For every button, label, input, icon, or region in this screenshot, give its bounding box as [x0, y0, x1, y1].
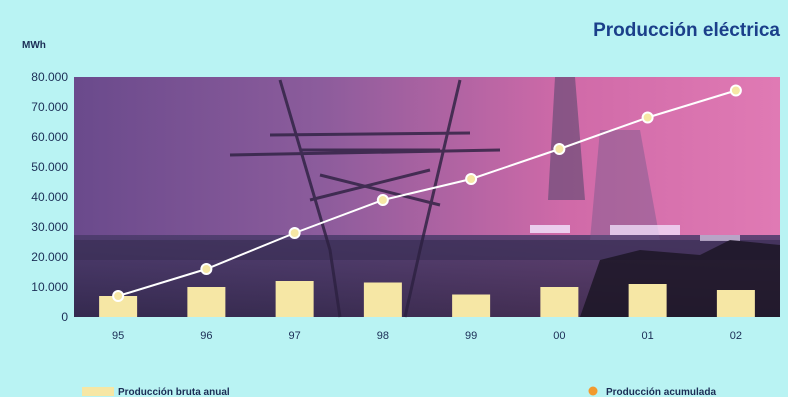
accumulated-point-02 [729, 84, 742, 97]
accumulated-line-path [117, 89, 737, 297]
bar-95 [99, 296, 138, 317]
bar-02 [716, 290, 755, 317]
x-tick-label: 99 [465, 330, 477, 342]
y-tick-label: 50.000 [31, 160, 68, 174]
legend-swatch-line [588, 386, 598, 396]
bars [99, 281, 755, 317]
y-tick-label: 20.000 [31, 250, 68, 264]
y-tick-label: 30.000 [31, 220, 68, 234]
y-tick-label: 10.000 [31, 280, 68, 294]
bar-97 [275, 281, 314, 317]
accumulated-point-00 [553, 143, 566, 155]
legend-swatch-bar [82, 387, 114, 396]
x-tick-label: 96 [200, 330, 212, 342]
bar-00 [540, 287, 579, 317]
x-tick-label: 97 [289, 330, 301, 342]
y-axis-unit: MWh [22, 40, 46, 51]
accumulated-point-96 [200, 263, 213, 275]
y-axis-ticks: 80.000 70.000 60.000 50.000 40.000 30.000 20.0… [31, 70, 68, 324]
x-tick-label: 98 [377, 330, 389, 342]
y-tick-label: 60.000 [31, 130, 68, 144]
bar-01 [628, 284, 667, 317]
x-tick-label: 02 [730, 330, 742, 342]
bar-96 [187, 287, 226, 317]
x-tick-label: 00 [553, 330, 565, 342]
accumulated-point-98 [376, 194, 389, 206]
photo-background [74, 77, 780, 318]
legend-label-bar: Producción bruta anual [118, 387, 230, 397]
legend: Producción bruta anual Producción acumul… [82, 386, 716, 397]
accumulated-point-01 [641, 111, 654, 124]
x-axis-ticks: 95 96 97 98 99 00 01 02 [112, 330, 742, 342]
accumulated-point-97 [288, 227, 301, 239]
y-tick-label: 70.000 [31, 100, 68, 114]
legend-label-line: Producción acumulada [606, 387, 716, 397]
accumulated-line [112, 84, 742, 302]
x-tick-label: 95 [112, 330, 124, 342]
accumulated-point-99 [465, 173, 478, 185]
bar-98 [363, 282, 402, 317]
y-tick-label: 40.000 [31, 190, 68, 204]
accumulated-point-95 [112, 290, 125, 302]
chart-title: Producción eléctrica [593, 20, 780, 41]
y-tick-label: 80.000 [31, 70, 68, 84]
y-tick-label: 0 [61, 310, 68, 324]
x-tick-label: 01 [642, 330, 654, 342]
bar-99 [452, 294, 491, 317]
